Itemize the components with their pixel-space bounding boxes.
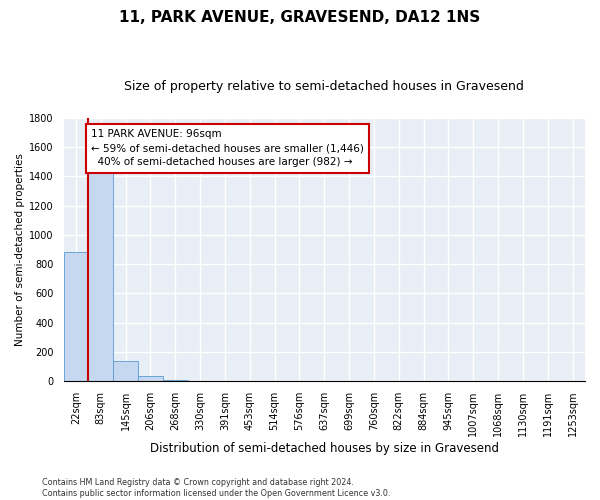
Bar bbox=[138, 376, 163, 381]
Y-axis label: Number of semi-detached properties: Number of semi-detached properties bbox=[15, 153, 25, 346]
X-axis label: Distribution of semi-detached houses by size in Gravesend: Distribution of semi-detached houses by … bbox=[150, 442, 499, 455]
Bar bbox=[113, 360, 138, 381]
Bar bbox=[88, 170, 113, 381]
Title: Size of property relative to semi-detached houses in Gravesend: Size of property relative to semi-detach… bbox=[124, 80, 524, 93]
Bar bbox=[163, 380, 188, 381]
Text: Contains HM Land Registry data © Crown copyright and database right 2024.
Contai: Contains HM Land Registry data © Crown c… bbox=[42, 478, 391, 498]
Text: 11 PARK AVENUE: 96sqm
← 59% of semi-detached houses are smaller (1,446)
  40% of: 11 PARK AVENUE: 96sqm ← 59% of semi-deta… bbox=[91, 130, 364, 168]
Text: 11, PARK AVENUE, GRAVESEND, DA12 1NS: 11, PARK AVENUE, GRAVESEND, DA12 1NS bbox=[119, 10, 481, 25]
Bar bbox=[64, 252, 88, 381]
